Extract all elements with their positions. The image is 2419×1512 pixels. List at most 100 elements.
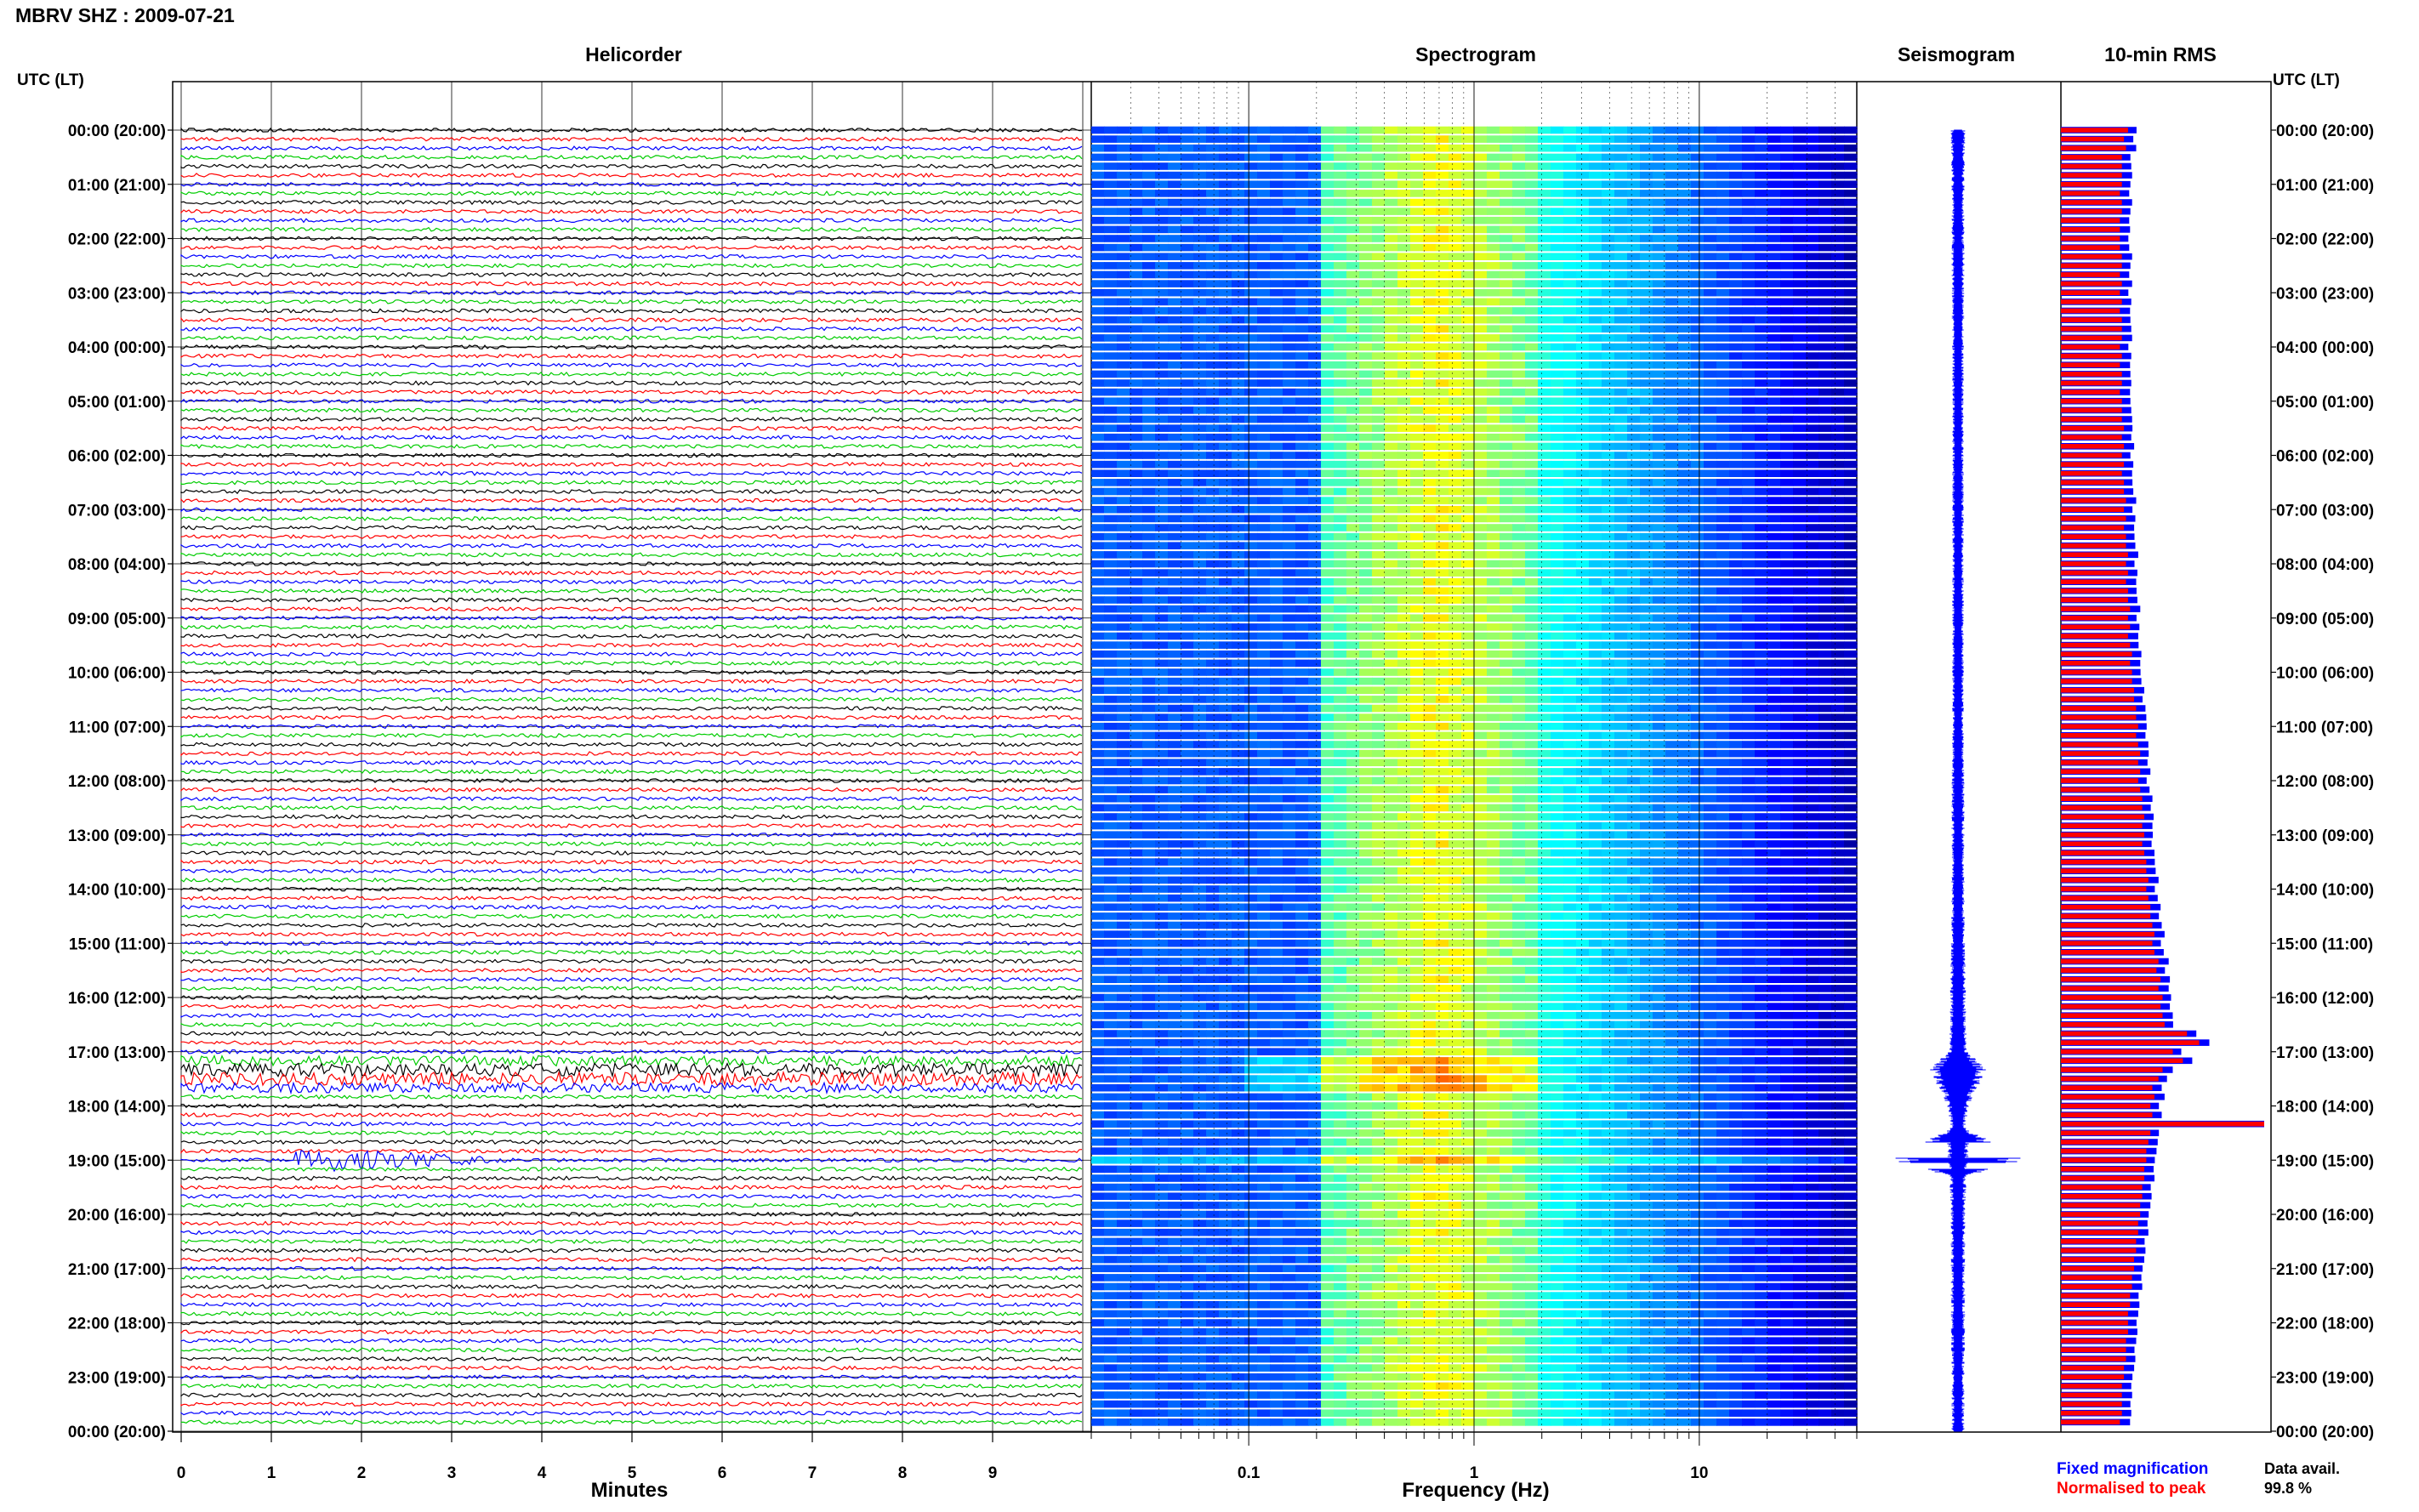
spectrogram-cell (1767, 623, 1781, 631)
spectrogram-cell (1397, 497, 1411, 504)
spectrogram-cell (1742, 542, 1756, 549)
spectrogram-cell (1270, 452, 1283, 459)
trace-row (180, 904, 1083, 910)
spectrogram-cell (1551, 542, 1564, 549)
spectrogram-cell (1308, 813, 1322, 821)
spectrogram-cell (1372, 180, 1386, 188)
spectrogram-cell (1295, 532, 1309, 541)
spectrogram-cell (1372, 334, 1386, 342)
spectrogram-cell (1844, 686, 1858, 694)
spectrogram-cell (1678, 190, 1692, 197)
spectrogram-cell (1512, 153, 1526, 162)
spectrogram-cell (1563, 532, 1577, 541)
spectrogram-cell (1589, 487, 1602, 496)
spectrogram-cell (1449, 388, 1462, 396)
spectrogram-cell (1563, 840, 1577, 848)
spectrogram-cell (1142, 677, 1156, 685)
spectrogram-cell (1308, 397, 1322, 405)
spectrogram-cell (1755, 577, 1768, 586)
spectrogram-cell (1104, 198, 1118, 207)
spectrogram-cell (1372, 162, 1386, 170)
spectrogram-cell (1755, 821, 1768, 830)
spectrogram-cell (1372, 270, 1386, 279)
spectrogram-cell (1755, 514, 1768, 523)
spectrogram-cell (1602, 560, 1615, 568)
spectrogram-cell (1270, 415, 1283, 423)
spectrogram-cell (1729, 614, 1743, 622)
spectrogram-cell (1653, 804, 1666, 812)
trace-row (180, 181, 1083, 187)
spectrogram-cell (1423, 497, 1437, 504)
spectrogram-cell (1602, 153, 1615, 162)
spectrogram-xlabel: Frequency (Hz) (1402, 1479, 1549, 1502)
spectrogram-cell (1257, 722, 1271, 730)
spectrogram-cell (1104, 243, 1118, 252)
spectrogram-cell (1193, 479, 1207, 486)
spectrogram-cell (1155, 532, 1169, 541)
spectrogram-cell (1512, 587, 1526, 595)
spectrogram-cell (1614, 632, 1628, 640)
spectrogram-cell (1525, 298, 1539, 306)
spectrogram-cell (1716, 207, 1730, 215)
spectrogram-cell (1525, 641, 1539, 649)
spectrogram-cell (1563, 153, 1577, 162)
spectrogram-cell (1244, 144, 1258, 152)
spectrogram-cell (1423, 759, 1437, 766)
spectrogram-cell (1538, 587, 1551, 595)
spectrogram-cell (1359, 207, 1373, 215)
spectrogram-cell (1819, 532, 1832, 541)
spectrogram-cell (1844, 126, 1858, 134)
spectrogram-cell (1091, 243, 1105, 252)
spectrogram-cell (1755, 641, 1768, 649)
spectrogram-cell (1640, 198, 1653, 207)
spectrogram-cell (1257, 487, 1271, 496)
spectrogram-cell (1104, 497, 1118, 504)
spectrogram-cell (1602, 379, 1615, 387)
spectrogram-cell (1742, 668, 1756, 676)
spectrogram-cell (1104, 379, 1118, 387)
spectrogram-cell (1678, 696, 1692, 703)
spectrogram-cell (1219, 288, 1232, 297)
spectrogram-cell (1270, 542, 1283, 549)
trace-row (180, 958, 1083, 964)
spectrogram-cell (1589, 741, 1602, 748)
spectrogram-cell (1168, 162, 1181, 170)
spectrogram-cell (1793, 153, 1807, 162)
spectrogram-cell (1372, 135, 1386, 143)
spectrogram-cell (1461, 542, 1475, 549)
spectrogram-cell (1397, 343, 1411, 351)
spectrogram-cell (1780, 126, 1794, 134)
spectrogram-cell (1831, 253, 1845, 260)
spectrogram-cell (1512, 551, 1526, 559)
spectrogram-cell (1359, 704, 1373, 713)
spectrogram-cell (1244, 198, 1258, 207)
spectrogram-cell (1308, 623, 1322, 631)
spectrogram-cell (1181, 153, 1194, 162)
trace-row (180, 561, 1083, 567)
spectrogram-cell (1295, 831, 1309, 838)
spectrogram-cell (1244, 307, 1258, 315)
spectrogram-cell (1678, 532, 1692, 541)
spectrogram-cell (1780, 804, 1794, 812)
spectrogram-cell (1244, 786, 1258, 793)
spectrogram-cell (1372, 452, 1386, 459)
spectrogram-cell (1563, 135, 1577, 143)
spectrogram-cell (1691, 424, 1705, 432)
spectrogram-cell (1181, 821, 1194, 830)
spectrogram-cell (1346, 759, 1360, 766)
spectrogram-cell (1219, 307, 1232, 315)
spectrogram-cell (1193, 487, 1207, 496)
spectrogram-cell (1283, 650, 1296, 658)
spectrogram-cell (1780, 361, 1794, 369)
spectrogram-cell (1295, 243, 1309, 252)
spectrogram-cell (1104, 741, 1118, 748)
spectrogram-cell (1359, 334, 1373, 342)
spectrogram-cell (1589, 288, 1602, 297)
spectrogram-cell (1385, 198, 1398, 207)
spectrogram-cell (1385, 270, 1398, 279)
spectrogram-cell (1640, 722, 1653, 730)
spectrogram-cell (1295, 560, 1309, 568)
spectrogram-cell (1206, 216, 1220, 225)
spectrogram-cell (1193, 840, 1207, 848)
spectrogram-cell (1117, 704, 1130, 713)
